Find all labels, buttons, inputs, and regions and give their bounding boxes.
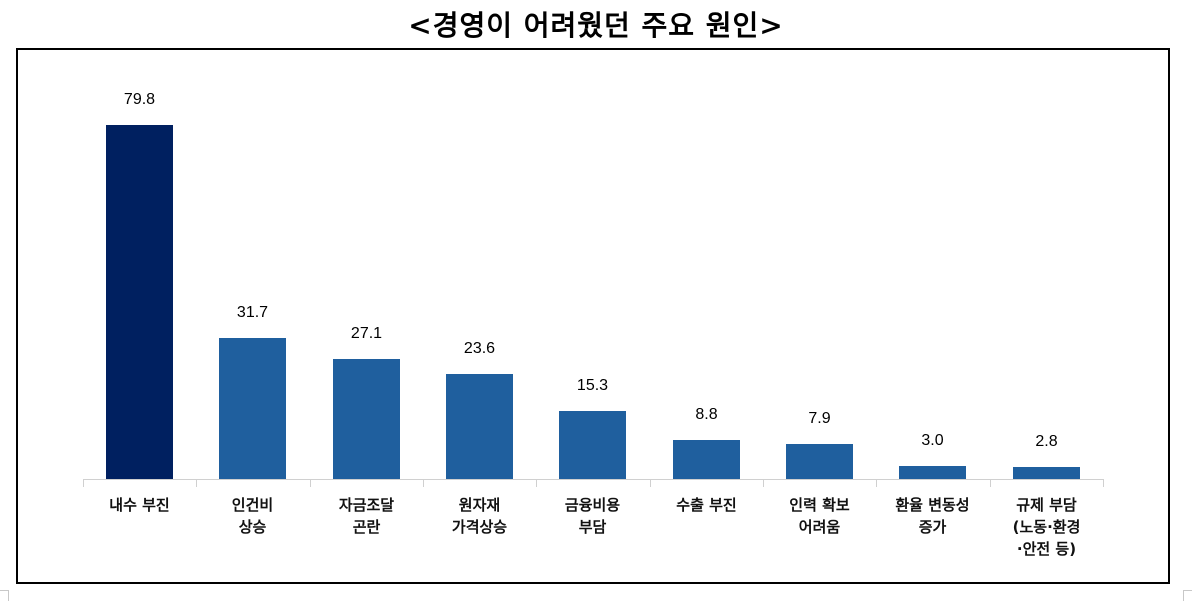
page-corner-mark (0, 590, 9, 601)
category-label: 내수 부진 (109, 496, 170, 514)
category-label: 수출 부진 (676, 496, 737, 514)
bar-value-label: 31.7 (236, 304, 269, 321)
bar-value-label: 79.8 (123, 91, 156, 108)
category-label: 원자재 가격상승 (451, 496, 508, 536)
x-axis-tick (990, 479, 991, 487)
x-axis-tick (876, 479, 877, 487)
x-axis-tick (423, 479, 424, 487)
chart-frame (16, 48, 1170, 584)
category-label: 인건비 상승 (231, 496, 274, 536)
x-axis-tick (763, 479, 764, 487)
bar (219, 338, 286, 479)
bar (899, 466, 966, 479)
bar-value-label: 3.0 (921, 432, 944, 449)
category-label: 자금조달 곤란 (338, 496, 395, 536)
bar-value-label: 2.8 (1035, 433, 1058, 450)
x-axis-tick (83, 479, 84, 487)
bar (559, 411, 626, 479)
x-axis-tick (650, 479, 651, 487)
x-axis-tick (536, 479, 537, 487)
bar (446, 374, 513, 479)
bar-value-label: 23.6 (463, 340, 496, 357)
chart-title: <경영이 어려웠던 주요 원인> (408, 9, 784, 42)
bar (786, 444, 853, 479)
bar (673, 440, 740, 479)
x-axis-tick (310, 479, 311, 487)
bar-value-label: 7.9 (808, 410, 831, 427)
category-label: 금융비용 부담 (564, 496, 621, 536)
bar-value-label: 8.8 (695, 406, 718, 423)
bar-value-label: 27.1 (350, 325, 383, 342)
category-label: 환율 변동성 증가 (895, 496, 970, 536)
bar (106, 125, 173, 479)
bar (1013, 467, 1080, 479)
bar (333, 359, 400, 479)
x-axis-line (83, 479, 1103, 480)
x-axis-tick (196, 479, 197, 487)
bar-value-label: 15.3 (576, 377, 609, 394)
page-corner-mark (1183, 590, 1192, 601)
category-label: 인력 확보 어려움 (789, 496, 850, 536)
x-axis-tick (1103, 479, 1104, 487)
category-label: 규제 부담 (노동·환경 ·안전 등) (1012, 496, 1081, 558)
